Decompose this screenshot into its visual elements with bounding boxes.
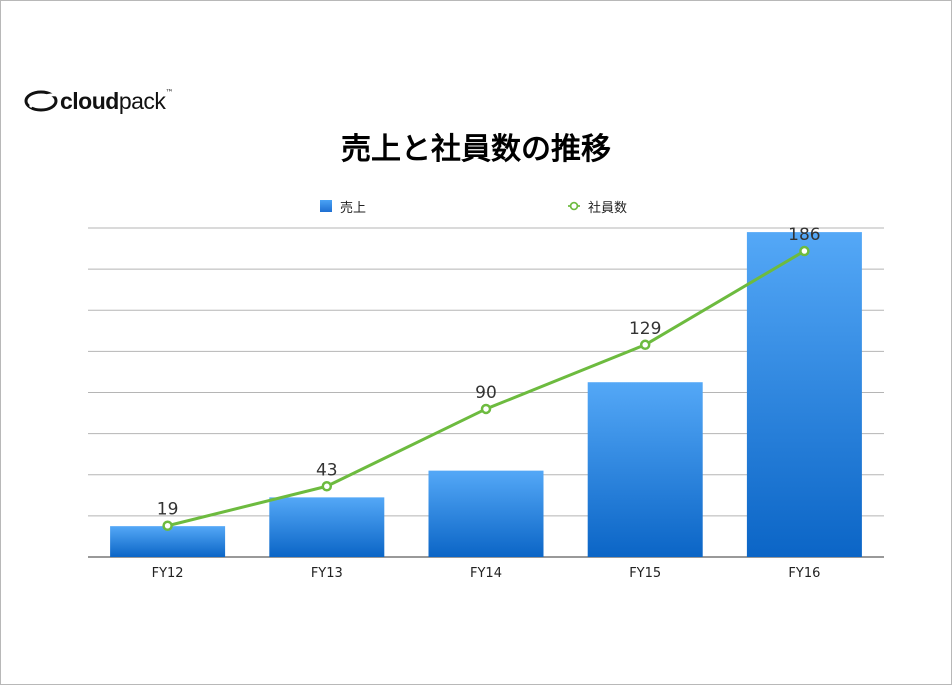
employees-data-label-fy15: 129 xyxy=(629,319,661,339)
legend-label-sales: 売上 xyxy=(340,200,367,216)
legend-label-employees: 社員数 xyxy=(588,200,628,216)
legend-item-sales: 売上 xyxy=(320,196,366,216)
bar-fy15 xyxy=(587,382,703,557)
legend-item-employees: 社員数 xyxy=(568,196,627,216)
x-tick-label-fy12: FY12 xyxy=(152,566,184,581)
legend-line-swatch-icon xyxy=(568,201,580,211)
cloudpack-logo: cloudpack™ xyxy=(24,85,173,117)
bar-fy14 xyxy=(428,470,544,557)
logo-trademark: ™ xyxy=(165,87,173,97)
x-tick-label-fy15: FY15 xyxy=(629,566,661,581)
employees-point-fy15 xyxy=(639,339,651,351)
employees-data-label-fy16: 186 xyxy=(788,225,820,245)
x-tick-label-fy13: FY13 xyxy=(311,566,343,581)
logo-text: cloudpack™ xyxy=(60,88,173,115)
logo-swoosh-icon xyxy=(24,90,58,112)
logo-text-bold: cloud xyxy=(60,87,119,114)
employees-point-fy13 xyxy=(321,481,333,492)
employees-point-fy12 xyxy=(162,520,173,531)
employees-data-label-fy13: 43 xyxy=(316,460,338,480)
bar-fy12 xyxy=(110,526,226,557)
employees-data-label-fy14: 90 xyxy=(475,383,497,403)
logo-text-light: pack xyxy=(118,87,166,114)
chart-title: 売上と社員数の推移 xyxy=(341,132,611,167)
employees-point-fy14 xyxy=(480,403,492,415)
bar-fy13 xyxy=(269,497,385,557)
legend-bar-swatch-icon xyxy=(320,200,332,212)
chart-legend: 売上 社員数 xyxy=(0,196,952,216)
x-tick-label-fy16: FY16 xyxy=(788,566,820,581)
employees-point-fy16 xyxy=(799,245,810,257)
employees-data-label-fy12: 19 xyxy=(157,500,179,520)
bar-fy16 xyxy=(746,232,862,558)
x-tick-label-fy14: FY14 xyxy=(470,566,502,581)
